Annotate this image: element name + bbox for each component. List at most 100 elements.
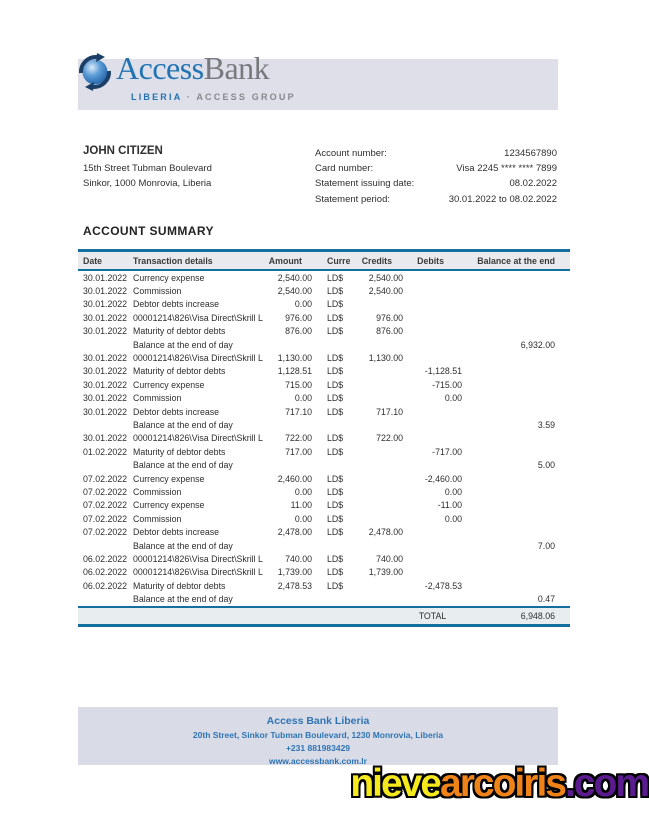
transaction-row: Balance at the end of day 5.00 — [78, 458, 570, 471]
logo-tagline: LIBERIA · ACCESS GROUP — [131, 92, 296, 102]
cell-amount: 0.00 — [294, 299, 312, 310]
cell-date: 01.02.2022 — [83, 446, 128, 457]
cell-balance — [462, 432, 570, 445]
cell-date — [78, 592, 133, 606]
cell-credits — [350, 338, 403, 351]
cell-currency — [312, 418, 350, 431]
cell-amount — [263, 592, 312, 606]
cell-balance — [462, 284, 570, 297]
cell-amount: 2,478.00 — [277, 527, 312, 538]
cell-credits — [350, 485, 403, 498]
cell-currency: LD$ — [327, 312, 344, 323]
cell-credits — [350, 458, 403, 471]
cell-transaction-details: Commission — [133, 486, 182, 497]
cell-transaction-details: 00001214\826\Visa Direct\Skrill L — [133, 353, 263, 364]
cell-credits — [350, 392, 403, 405]
cell-transaction-details: Currency expense — [133, 379, 205, 390]
statement-period-row: Statement period: 30.01.2022 to 08.02.20… — [315, 192, 557, 207]
cell-debits: -2,478.53 — [424, 580, 462, 591]
cell-debits: 0.00 — [444, 393, 462, 404]
cell-debits — [403, 338, 462, 351]
cell-date: 07.02.2022 — [83, 513, 128, 524]
col-header-amount: Amount — [263, 249, 312, 271]
cell-currency: LD$ — [327, 486, 344, 497]
cell-transaction-details: Debtor debts increase — [133, 527, 220, 538]
cell-balance — [462, 445, 570, 458]
transaction-row: 30.01.2022 Maturity of debtor debts 1,12… — [78, 365, 570, 378]
cell-debits — [403, 525, 462, 538]
cell-debits: -2,460.00 — [424, 473, 462, 484]
cell-balance: 0.47 — [537, 594, 555, 605]
cell-currency — [312, 592, 350, 606]
total-label: TOTAL — [403, 605, 462, 627]
cell-currency: LD$ — [327, 433, 344, 444]
cell-balance: 5.00 — [537, 460, 555, 471]
footer-address: 20th Street, Sinkor Tubman Boulevard, 12… — [192, 730, 444, 740]
cell-date: 30.01.2022 — [83, 353, 128, 364]
transaction-row: 07.02.2022 Currency expense 2,460.00 LD$… — [78, 472, 570, 485]
cell-currency: LD$ — [327, 567, 344, 578]
cell-date: 06.02.2022 — [83, 580, 128, 591]
cell-amount: 2,540.00 — [277, 286, 312, 297]
transaction-row: 30.01.2022 Commission 2,540.00 LD$ 2,540… — [78, 284, 570, 297]
tagline-group: ACCESS GROUP — [196, 92, 296, 102]
transaction-row: 30.01.2022 Currency expense 2,540.00 LD$… — [78, 270, 570, 284]
cell-currency — [312, 458, 350, 471]
customer-name: JOHN CITIZEN — [83, 145, 163, 157]
total-row: TOTAL 6,948.06 — [78, 605, 570, 627]
cell-balance — [462, 485, 570, 498]
summary-table-body: 30.01.2022 Currency expense 2,540.00 LD$… — [78, 270, 570, 607]
cell-debits: -11.00 — [437, 500, 462, 511]
col-header-balance: Balance at the end — [462, 249, 570, 271]
cell-currency: LD$ — [327, 379, 344, 390]
customer-block: JOHN CITIZEN 15th Street Tubman Boulevar… — [83, 144, 212, 191]
transaction-row: 07.02.2022 Commission 0.00 LD$ 0.00 — [78, 512, 570, 525]
cell-balance — [462, 378, 570, 391]
cell-amount: 2,540.00 — [277, 272, 312, 283]
transaction-row: 30.01.2022 Debtor debts increase 0.00 LD… — [78, 298, 570, 311]
cell-transaction-details: Balance at the end of day — [133, 339, 233, 350]
cell-amount: 722.00 — [285, 433, 312, 444]
cell-amount: 1,128.51 — [277, 366, 312, 377]
cell-date: 30.01.2022 — [83, 326, 128, 337]
statement-period-label: Statement period: — [315, 193, 390, 205]
cell-debits — [403, 552, 462, 565]
cell-currency — [312, 338, 350, 351]
footer-website: www.accessbank.com.lr — [269, 756, 367, 766]
cell-amount: 976.00 — [285, 312, 312, 323]
cell-balance: 6,932.00 — [520, 339, 555, 350]
cell-currency: LD$ — [327, 353, 344, 364]
cell-debits: -717.00 — [432, 446, 462, 457]
cell-transaction-details: Currency expense — [133, 473, 205, 484]
cell-balance — [462, 298, 570, 311]
cell-transaction-details: Commission — [133, 513, 182, 524]
transaction-row: 30.01.2022 Commission 0.00 LD$ 0.00 — [78, 392, 570, 405]
transaction-row: 06.02.2022 00001214\826\Visa Direct\Skri… — [78, 552, 570, 565]
cell-balance: 7.00 — [537, 540, 555, 551]
tagline-liberia: LIBERIA — [131, 92, 183, 102]
cell-debits: 0.00 — [444, 513, 462, 524]
cell-currency: LD$ — [327, 473, 344, 484]
total-row-spacer — [78, 605, 403, 627]
cell-debits: -1,128.51 — [424, 366, 462, 377]
cell-currency: LD$ — [327, 527, 344, 538]
cell-balance — [462, 566, 570, 579]
cell-balance — [462, 392, 570, 405]
cell-amount: 717.10 — [285, 406, 312, 417]
customer-address-line1: 15th Street Tubman Boulevard — [83, 163, 212, 174]
cell-amount: 2,478.53 — [277, 580, 312, 591]
cell-debits: -715.00 — [432, 379, 462, 390]
transaction-row: 06.02.2022 Maturity of debtor debts 2,47… — [78, 579, 570, 592]
cell-credits: 722.00 — [376, 433, 403, 444]
table-header-row: Date Transaction details Amount Currency… — [78, 249, 570, 271]
cell-credits — [350, 512, 403, 525]
cell-credits: 2,478.00 — [368, 527, 403, 538]
cell-transaction-details: Debtor debts increase — [133, 299, 220, 310]
cell-currency: LD$ — [327, 580, 344, 591]
total-value: 6,948.06 — [462, 605, 570, 627]
cell-currency: LD$ — [327, 366, 344, 377]
cell-date: 30.01.2022 — [83, 366, 128, 377]
cell-balance — [462, 499, 570, 512]
cell-date: 07.02.2022 — [83, 500, 128, 511]
cell-transaction-details: Maturity of debtor debts — [133, 446, 226, 457]
